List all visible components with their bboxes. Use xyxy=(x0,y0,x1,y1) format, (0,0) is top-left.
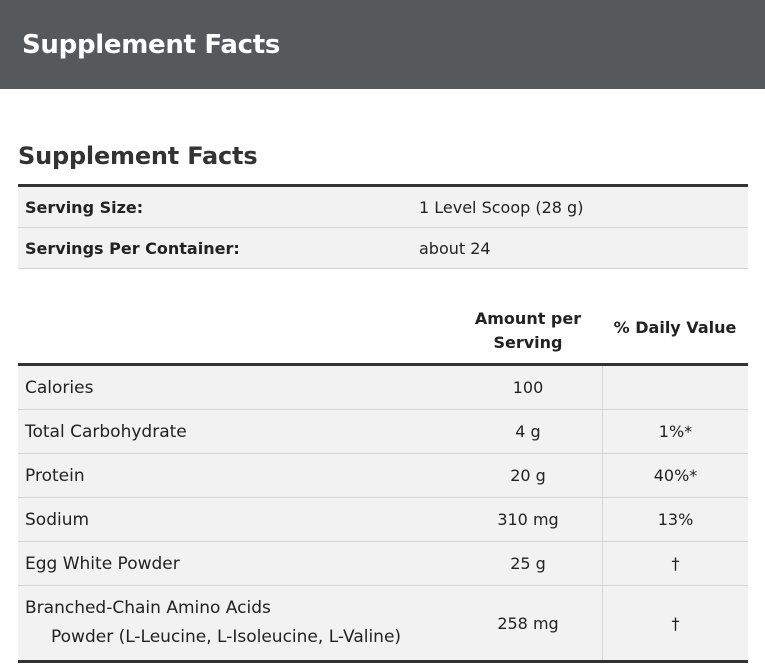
nutrient-daily-value: 40%* xyxy=(602,454,748,497)
serving-info-table: Serving Size: 1 Level Scoop (28 g) Servi… xyxy=(18,184,748,269)
nutrient-daily-value xyxy=(602,366,748,409)
nutrient-amount: 25 g xyxy=(510,554,546,573)
nutrient-name-detail: Powder (L-Leucine, L-Isoleucine, L-Valin… xyxy=(51,627,402,647)
serving-size-row: Serving Size: 1 Level Scoop (28 g) xyxy=(18,187,748,228)
nutrient-daily-value: † xyxy=(602,586,748,660)
header-amount-line1: Amount per xyxy=(474,309,582,328)
header-bar: Supplement Facts xyxy=(0,0,765,89)
table-row: Total Carbohydrate 4 g 1%* xyxy=(18,410,748,454)
nutrient-daily-value: 13% xyxy=(602,498,748,541)
nutrient-amount: 310 mg xyxy=(497,510,559,529)
nutrient-name: Branched-Chain Amino Acids xyxy=(25,598,271,618)
table-row: Sodium 310 mg 13% xyxy=(18,498,748,542)
nutrient-name: Protein xyxy=(25,465,85,486)
servings-per-container-value: about 24 xyxy=(419,238,491,258)
main-content: Supplement Facts Serving Size: 1 Level S… xyxy=(0,141,765,663)
header-name-cell xyxy=(18,301,454,363)
nutrient-amount: 20 g xyxy=(510,466,546,485)
servings-per-container-label: Servings Per Container: xyxy=(25,238,240,258)
table-row: Protein 20 g 40%* xyxy=(18,454,748,498)
header-amount-line2: Serving xyxy=(493,333,563,352)
nutrition-table: Amount per Serving % Daily Value Calorie… xyxy=(18,301,748,663)
header-title: Supplement Facts xyxy=(22,29,281,60)
table-row: Branched-Chain Amino Acids Powder (L-Leu… xyxy=(18,586,748,663)
nutrient-name: Sodium xyxy=(25,509,90,530)
nutrient-amount: 100 xyxy=(512,378,544,397)
nutrient-daily-value: † xyxy=(602,542,748,585)
serving-size-value: 1 Level Scoop (28 g) xyxy=(419,197,584,217)
nutrient-name: Egg White Powder xyxy=(25,553,180,574)
header-amount-cell: Amount per Serving xyxy=(454,301,602,363)
serving-size-label: Serving Size: xyxy=(25,197,144,217)
nutrient-name-cell: Branched-Chain Amino Acids Powder (L-Leu… xyxy=(18,586,454,660)
servings-per-container-row: Servings Per Container: about 24 xyxy=(18,228,748,269)
header-daily-value: % Daily Value xyxy=(613,318,737,337)
nutrient-name: Total Carbohydrate xyxy=(25,421,187,442)
nutrient-daily-value: 1%* xyxy=(602,410,748,453)
table-row: Calories 100 xyxy=(18,366,748,410)
section-title: Supplement Facts xyxy=(18,142,258,170)
nutrient-amount: 4 g xyxy=(515,422,541,441)
nutrient-amount: 258 mg xyxy=(497,613,559,633)
nutrition-table-header: Amount per Serving % Daily Value xyxy=(18,301,748,366)
table-row: Egg White Powder 25 g † xyxy=(18,542,748,586)
nutrient-name: Calories xyxy=(25,377,94,398)
